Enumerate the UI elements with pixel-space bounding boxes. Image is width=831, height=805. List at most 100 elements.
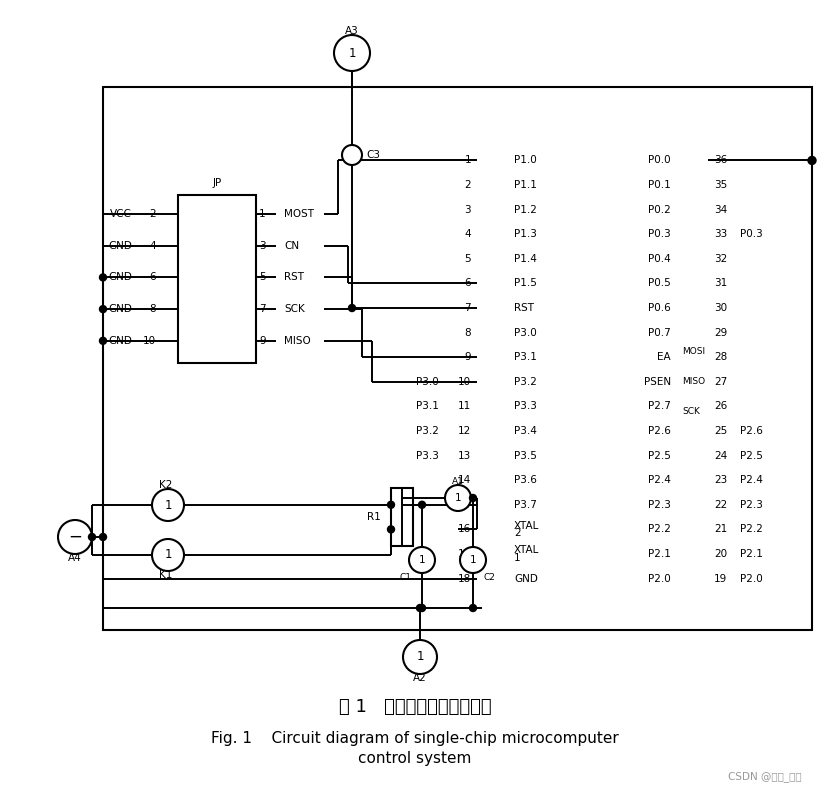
Text: 1: 1 bbox=[259, 209, 266, 219]
Text: GND: GND bbox=[108, 336, 132, 346]
Text: 25: 25 bbox=[714, 426, 727, 436]
Text: 22: 22 bbox=[714, 500, 727, 510]
Text: P2.3: P2.3 bbox=[648, 500, 671, 510]
Text: EA: EA bbox=[657, 353, 671, 362]
Text: C1: C1 bbox=[400, 572, 412, 581]
Circle shape bbox=[342, 145, 362, 165]
Bar bbox=[391, 488, 413, 546]
Text: 23: 23 bbox=[714, 475, 727, 485]
Text: P2.1: P2.1 bbox=[740, 549, 763, 559]
Text: P2.0: P2.0 bbox=[648, 573, 671, 584]
Text: P0.4: P0.4 bbox=[648, 254, 671, 264]
Bar bbox=[505, 142, 680, 597]
Circle shape bbox=[152, 539, 184, 571]
Circle shape bbox=[88, 534, 96, 540]
Text: 1: 1 bbox=[514, 553, 521, 563]
Text: GND: GND bbox=[108, 272, 132, 283]
Text: A1: A1 bbox=[452, 477, 464, 485]
Text: P0.0: P0.0 bbox=[648, 155, 671, 166]
Text: A2: A2 bbox=[413, 673, 427, 683]
Text: P2.6: P2.6 bbox=[740, 426, 763, 436]
Text: P3.1: P3.1 bbox=[416, 402, 439, 411]
Text: P2.4: P2.4 bbox=[740, 475, 763, 485]
Text: P0.3: P0.3 bbox=[648, 229, 671, 239]
Text: JP: JP bbox=[213, 178, 222, 188]
Text: 5: 5 bbox=[259, 272, 266, 283]
Text: P2.5: P2.5 bbox=[648, 451, 671, 460]
Text: 13: 13 bbox=[458, 451, 471, 460]
Text: XTAL: XTAL bbox=[514, 546, 539, 555]
Circle shape bbox=[348, 304, 356, 312]
Circle shape bbox=[445, 485, 471, 511]
Text: P2.0: P2.0 bbox=[740, 573, 763, 584]
Text: P0.3: P0.3 bbox=[740, 229, 763, 239]
Text: P1.4: P1.4 bbox=[514, 254, 537, 264]
Circle shape bbox=[387, 502, 395, 508]
Text: 36: 36 bbox=[714, 155, 727, 166]
Circle shape bbox=[334, 35, 370, 71]
Text: 29: 29 bbox=[714, 328, 727, 337]
Text: MOSI: MOSI bbox=[682, 347, 706, 356]
Text: 20: 20 bbox=[714, 549, 727, 559]
Text: P0.5: P0.5 bbox=[648, 279, 671, 288]
Circle shape bbox=[403, 640, 437, 674]
Circle shape bbox=[58, 520, 92, 554]
Text: P2.6: P2.6 bbox=[648, 426, 671, 436]
Text: P2.1: P2.1 bbox=[648, 549, 671, 559]
Text: P0.7: P0.7 bbox=[648, 328, 671, 337]
Text: 2: 2 bbox=[514, 528, 521, 539]
Text: P1.0: P1.0 bbox=[514, 155, 537, 166]
Text: 3: 3 bbox=[465, 204, 471, 215]
Circle shape bbox=[470, 605, 476, 612]
Text: 1: 1 bbox=[348, 47, 356, 60]
Circle shape bbox=[470, 494, 476, 502]
Text: 35: 35 bbox=[714, 180, 727, 190]
Text: 10: 10 bbox=[458, 377, 471, 386]
Text: P1.5: P1.5 bbox=[514, 279, 537, 288]
Text: P1.3: P1.3 bbox=[514, 229, 537, 239]
Text: 2: 2 bbox=[150, 209, 156, 219]
Text: PSEN: PSEN bbox=[644, 377, 671, 386]
Text: 2: 2 bbox=[465, 180, 471, 190]
Text: −: − bbox=[68, 528, 82, 546]
Text: P3.3: P3.3 bbox=[514, 402, 537, 411]
Text: 26: 26 bbox=[714, 402, 727, 411]
Text: P1.2: P1.2 bbox=[514, 204, 537, 215]
Text: 6: 6 bbox=[465, 279, 471, 288]
Text: P2.7: P2.7 bbox=[648, 402, 671, 411]
Text: MISO: MISO bbox=[284, 336, 311, 346]
Text: P3.2: P3.2 bbox=[514, 377, 537, 386]
Circle shape bbox=[100, 306, 106, 312]
Text: GND: GND bbox=[514, 573, 538, 584]
Text: 1: 1 bbox=[165, 498, 172, 511]
Text: 9: 9 bbox=[259, 336, 266, 346]
Circle shape bbox=[419, 502, 425, 508]
Text: MISO: MISO bbox=[682, 378, 706, 386]
Text: 34: 34 bbox=[714, 204, 727, 215]
Text: 7: 7 bbox=[465, 303, 471, 313]
Text: RST: RST bbox=[514, 303, 534, 313]
Text: P3.1: P3.1 bbox=[514, 353, 537, 362]
Text: 4: 4 bbox=[465, 229, 471, 239]
Text: P3.0: P3.0 bbox=[416, 377, 439, 386]
Text: 19: 19 bbox=[714, 573, 727, 584]
Text: 1: 1 bbox=[165, 548, 172, 562]
Text: R1: R1 bbox=[367, 512, 381, 522]
Text: 5: 5 bbox=[465, 254, 471, 264]
Text: P3.2: P3.2 bbox=[416, 426, 439, 436]
Text: 3: 3 bbox=[259, 241, 266, 250]
Text: 21: 21 bbox=[714, 524, 727, 535]
Text: 14: 14 bbox=[458, 475, 471, 485]
Text: 12: 12 bbox=[458, 426, 471, 436]
Text: 11: 11 bbox=[458, 402, 471, 411]
Text: CSDN @电气_空空: CSDN @电气_空空 bbox=[728, 771, 802, 782]
Text: CN: CN bbox=[284, 241, 299, 250]
Text: 1: 1 bbox=[470, 555, 476, 565]
Text: P3.4: P3.4 bbox=[514, 426, 537, 436]
Text: P1.1: P1.1 bbox=[514, 180, 537, 190]
Text: control system: control system bbox=[358, 752, 472, 766]
Text: Fig. 1    Circuit diagram of single-chip microcomputer: Fig. 1 Circuit diagram of single-chip mi… bbox=[211, 732, 619, 746]
Text: C3: C3 bbox=[366, 150, 380, 160]
Circle shape bbox=[416, 605, 424, 612]
Text: 15: 15 bbox=[458, 500, 471, 510]
